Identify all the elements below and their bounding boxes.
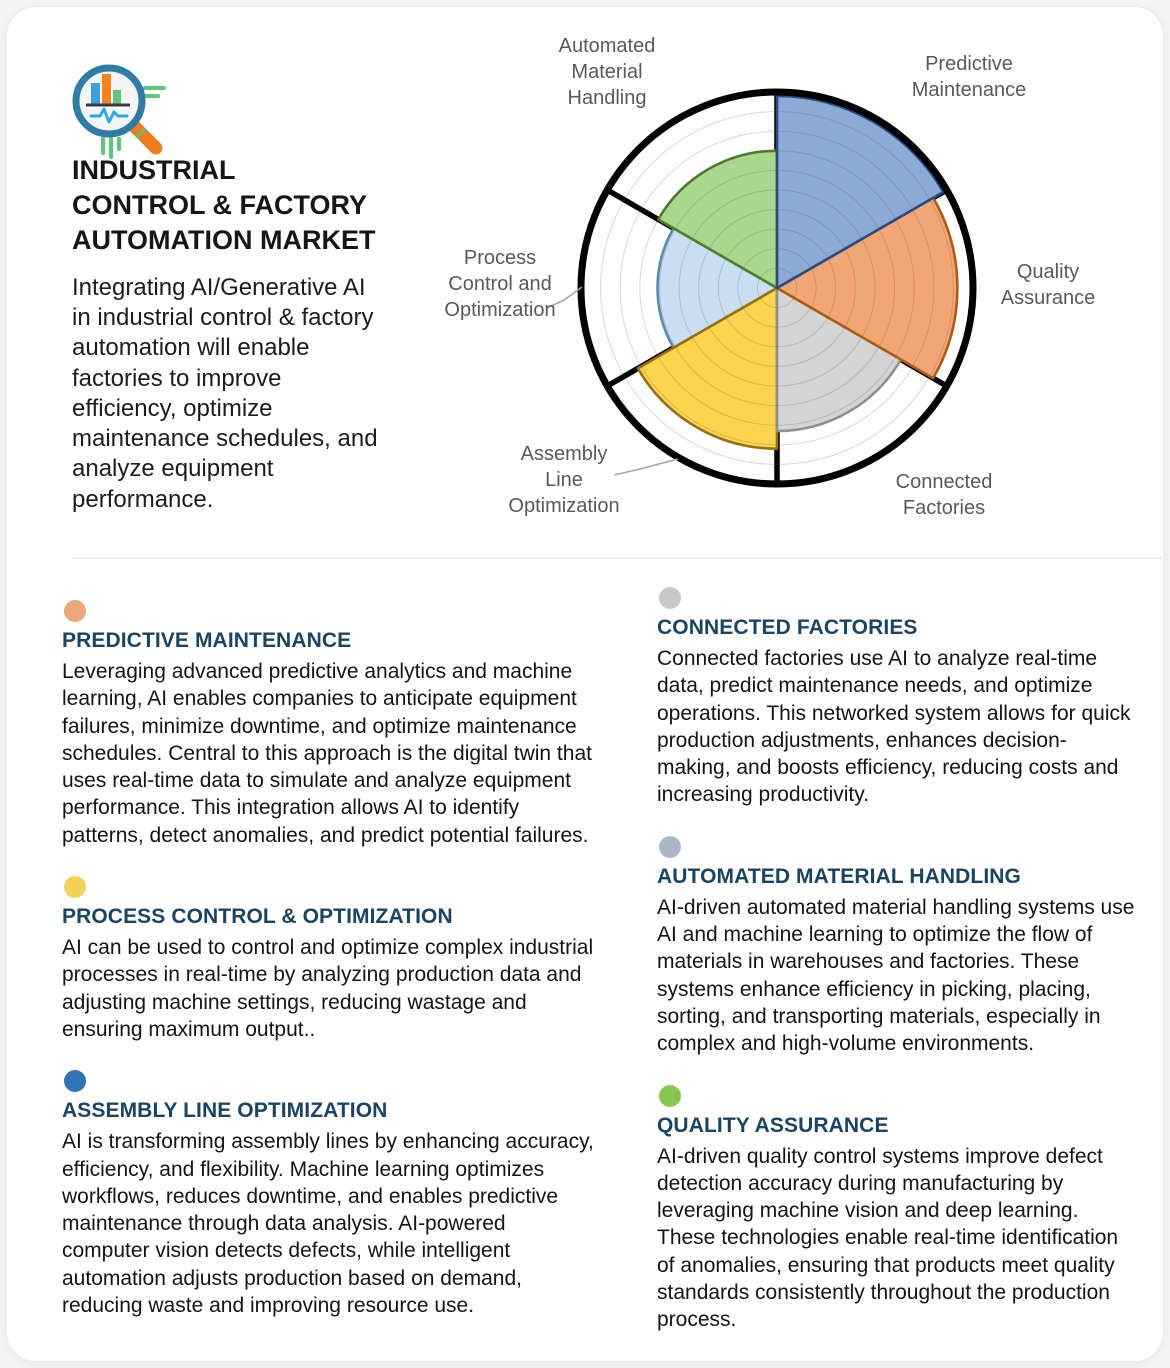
section-connected-factories: CONNECTED FACTORIES Connected factories …	[657, 587, 1135, 809]
sections-left-column: PREDICTIVE MAINTENANCE Leveraging advanc…	[62, 600, 597, 1346]
section-title: AUTOMATED MATERIAL HANDLING	[657, 864, 1021, 888]
rose-chart: Predictive Maintenance Quality Assurance…	[7, 7, 1163, 567]
page-title: INDUSTRIAL CONTROL & FACTORY AUTOMATION …	[72, 155, 376, 256]
section-body: AI is transforming assembly lines by enh…	[62, 1130, 594, 1318]
chart-label-process-control: Process Control and Optimization	[444, 247, 556, 321]
chart-label-quality-assurance: Quality Assurance	[1000, 261, 1096, 309]
section-body: AI can be used to control and optimize c…	[62, 936, 594, 1041]
infographic-card: INDUSTRIAL CONTROL & FACTORY AUTOMATION …	[6, 6, 1164, 1362]
chart-label-assembly-line: Assembly Line Optimization	[508, 443, 620, 517]
legend-dot-green	[659, 1084, 681, 1107]
analytics-magnifier-icon	[72, 64, 166, 159]
legend-dot-gray	[659, 587, 681, 609]
page-description: Integrating AI/Generative AI in industri…	[72, 274, 378, 513]
legend-dot-blue	[64, 1070, 86, 1093]
section-assembly-line: ASSEMBLY LINE OPTIMIZATION AI is transfo…	[62, 1070, 597, 1319]
section-material-handling: AUTOMATED MATERIAL HANDLING AI-driven au…	[657, 835, 1135, 1058]
section-body: Connected factories use AI to analyze re…	[657, 647, 1131, 807]
section-title: ASSEMBLY LINE OPTIMIZATION	[62, 1099, 388, 1123]
rose-chart-canvas	[546, 88, 977, 488]
section-divider	[72, 557, 1162, 559]
chart-label-predictive-maintenance: Predictive Maintenance	[911, 53, 1027, 101]
section-title: PROCESS CONTROL & OPTIMIZATION	[62, 905, 453, 929]
section-title: PREDICTIVE MAINTENANCE	[62, 629, 352, 652]
section-process-control: PROCESS CONTROL & OPTIMIZATION AI can be…	[62, 876, 597, 1043]
chart-label-connected-factories: Connected Factories	[895, 471, 993, 519]
legend-dot-orange	[64, 600, 86, 622]
section-title: QUALITY ASSURANCE	[657, 1113, 889, 1137]
section-title: CONNECTED FACTORIES	[657, 616, 918, 639]
sections-right-column: CONNECTED FACTORIES Connected factories …	[657, 587, 1135, 1361]
section-body: AI-driven quality control systems improv…	[657, 1144, 1119, 1332]
chart-label-material-handling: Automated Material Handling	[558, 35, 656, 109]
section-predictive-maintenance: PREDICTIVE MAINTENANCE Leveraging advanc…	[62, 600, 597, 849]
legend-dot-blue-gray	[659, 835, 681, 858]
section-body: AI-driven automated material handling sy…	[657, 895, 1135, 1056]
section-body: Leveraging advanced predictive analytics…	[62, 660, 592, 847]
section-quality-assurance: QUALITY ASSURANCE AI-driven quality cont…	[657, 1084, 1135, 1334]
legend-dot-yellow	[64, 876, 86, 899]
